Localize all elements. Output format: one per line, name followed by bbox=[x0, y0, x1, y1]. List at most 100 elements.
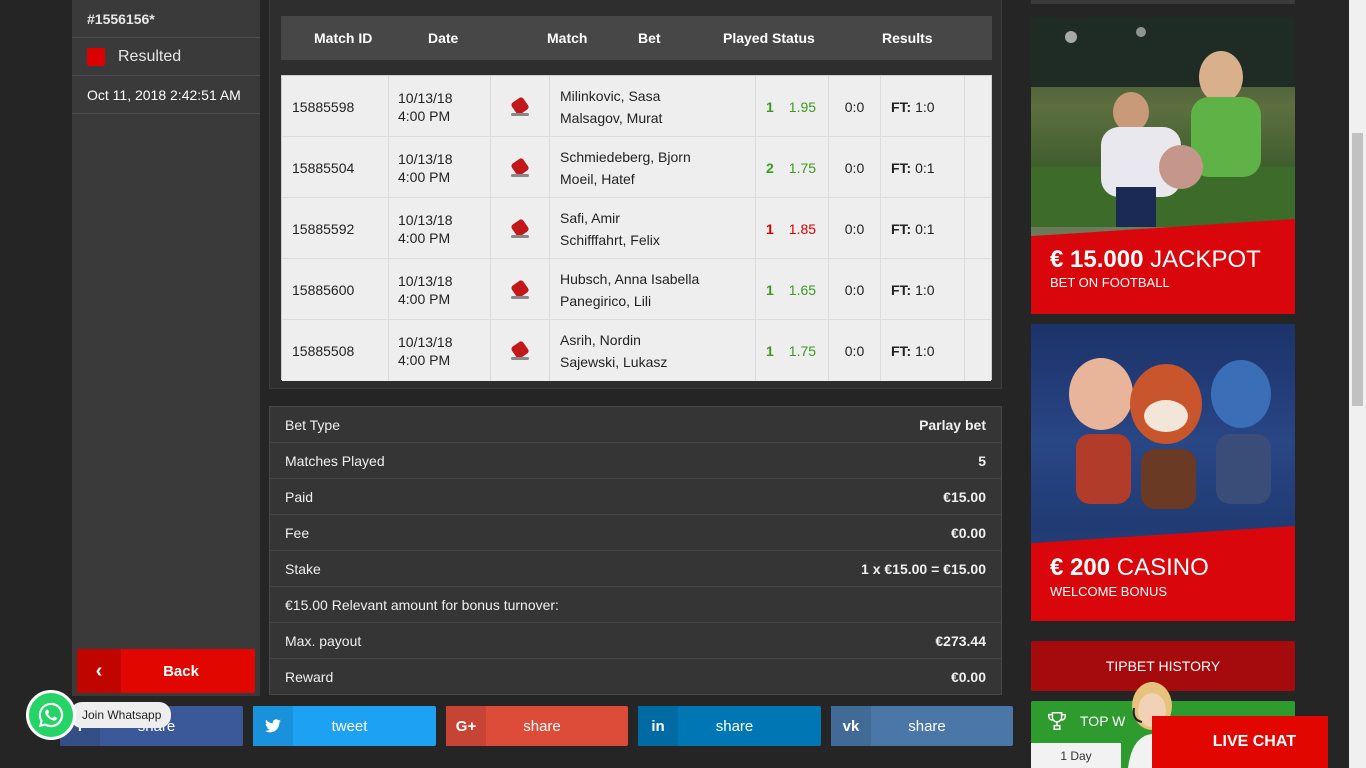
linkedin-share-button[interactable]: in share bbox=[638, 706, 821, 746]
whatsapp-label[interactable]: Join Whatsapp bbox=[70, 702, 172, 728]
summary-value: €0.00 bbox=[950, 669, 986, 685]
match-time-text: 4:00 PM bbox=[398, 290, 451, 307]
tipbet-history-button[interactable]: TIPBET HISTORY bbox=[1031, 641, 1295, 691]
away-player: Malsagov, Murat bbox=[560, 109, 663, 126]
table-tennis-icon bbox=[509, 279, 531, 301]
bet-status: Resulted bbox=[72, 38, 260, 76]
played-status: 0:0 bbox=[829, 259, 881, 320]
table-row[interactable]: 15885504 10/13/18 4:00 PM Schmiedeberg, Bjo… bbox=[282, 137, 991, 198]
match-id: 15885598 bbox=[282, 76, 389, 137]
header-results: Results bbox=[882, 30, 933, 46]
top-winners-title: TOP W bbox=[1080, 713, 1126, 729]
live-chat-button[interactable]: LIVE CHAT bbox=[1152, 716, 1328, 768]
bet-timestamp: Oct 11, 2018 2:42:51 AM bbox=[72, 76, 260, 114]
summary-label: Max. payout bbox=[285, 632, 362, 649]
summary-label: Bet Type bbox=[285, 416, 341, 433]
home-player: Hubsch, Anna Isabella bbox=[560, 270, 700, 287]
matches-panel: Match ID Date Match Bet Played Status Re… bbox=[269, 0, 1002, 389]
row-spacer bbox=[965, 198, 993, 259]
score-value: 0:0 bbox=[844, 98, 865, 115]
casino-subtitle: WELCOME BONUS bbox=[1050, 584, 1168, 599]
linkedin-icon: in bbox=[638, 706, 678, 746]
casino-band bbox=[1031, 526, 1295, 621]
match-id: 15885508 bbox=[282, 320, 389, 381]
header-match-id: Match ID bbox=[314, 30, 373, 46]
match-date-text: 10/13/18 bbox=[398, 150, 453, 167]
header-bet: Bet bbox=[638, 30, 661, 46]
back-button[interactable]: ‹ Back bbox=[77, 649, 255, 693]
match-teams: Hubsch, Anna Isabella Panegirico, Lili bbox=[550, 259, 756, 320]
jackpot-promo-banner[interactable]: € 15.000 JACKPOT BET ON FOOTBALL bbox=[1031, 17, 1295, 314]
table-tennis-icon bbox=[509, 218, 531, 240]
summary-row-fee: Fee €0.00 bbox=[270, 515, 1001, 551]
pick-value: 1 bbox=[766, 342, 774, 359]
table-row[interactable]: 15885598 10/13/18 4:00 PM Milinkovic, Sasa M… bbox=[282, 76, 991, 137]
football-players-image bbox=[1031, 17, 1295, 227]
bet-info-panel: #1556156* Resulted Oct 11, 2018 2:42:51 … bbox=[72, 0, 260, 696]
googleplus-share-button[interactable]: G+ share bbox=[446, 706, 628, 746]
summary-value: 1 x €15.00 = €15.00 bbox=[861, 560, 986, 577]
share-label: share bbox=[523, 717, 561, 735]
played-status: 0:0 bbox=[829, 76, 881, 137]
odds-value: 1.85 bbox=[788, 220, 817, 237]
pick-value: 2 bbox=[766, 159, 774, 176]
summary-value: Parlay bet bbox=[919, 416, 986, 433]
summary-row-matches-played: Matches Played 5 bbox=[270, 443, 1001, 479]
table-row[interactable]: 15885508 10/13/18 4:00 PM Asrih, Nordin Saje… bbox=[282, 320, 991, 381]
top-winners-header: TOP W bbox=[1031, 701, 1295, 741]
ft-score: 0:1 bbox=[915, 220, 935, 237]
away-player: Panegirico, Lili bbox=[560, 292, 652, 309]
bet-pick: 1 1.65 bbox=[756, 259, 829, 320]
page-scrollbar[interactable] bbox=[1349, 0, 1366, 768]
table-tennis-icon bbox=[509, 340, 531, 362]
match-date-text: 10/13/18 bbox=[398, 272, 453, 289]
table-row[interactable]: 15885600 10/13/18 4:00 PM Hubsch, Anna Isab… bbox=[282, 259, 991, 320]
bet-pick: 1 1.75 bbox=[756, 320, 829, 381]
sport-cell bbox=[491, 137, 550, 198]
status-indicator bbox=[87, 47, 105, 66]
header-played-status: Played Status bbox=[723, 30, 815, 46]
vk-share-button[interactable]: vk share bbox=[831, 706, 1013, 746]
sport-cell bbox=[491, 320, 550, 381]
row-spacer bbox=[965, 259, 993, 320]
match-time-text: 4:00 PM bbox=[398, 107, 451, 124]
match-id-text: 15885508 bbox=[292, 342, 355, 359]
matches-table-body: 15885598 10/13/18 4:00 PM Milinkovic, Sasa M… bbox=[281, 75, 992, 381]
whatsapp-widget[interactable]: Join Whatsapp bbox=[26, 690, 172, 740]
casino-characters-image bbox=[1031, 324, 1295, 534]
bet-pick: 1 1.95 bbox=[756, 76, 829, 137]
away-player: Sajewski, Lukasz bbox=[560, 353, 668, 370]
match-time-text: 4:00 PM bbox=[398, 168, 451, 185]
summary-row-paid: Paid €15.00 bbox=[270, 479, 1001, 515]
jackpot-band bbox=[1031, 219, 1295, 314]
row-spacer bbox=[965, 320, 993, 381]
tab-1-day[interactable]: 1 Day bbox=[1031, 743, 1121, 768]
bet-pick: 1 1.85 bbox=[756, 198, 829, 259]
home-player: Milinkovic, Sasa bbox=[560, 87, 661, 104]
home-player: Asrih, Nordin bbox=[560, 331, 641, 348]
scrollbar-thumb[interactable] bbox=[1352, 133, 1363, 406]
table-tennis-icon bbox=[509, 96, 531, 118]
odds-value: 1.65 bbox=[788, 281, 817, 298]
played-status: 0:0 bbox=[829, 320, 881, 381]
table-row[interactable]: 15885592 10/13/18 4:00 PM Safi, Amir Schifff… bbox=[282, 198, 991, 259]
status-label: Resulted bbox=[118, 47, 182, 65]
match-id: 15885504 bbox=[282, 137, 389, 198]
odds-value: 1.75 bbox=[788, 342, 817, 359]
summary-label: Paid bbox=[285, 488, 314, 505]
home-player: Schmiedeberg, Bjorn bbox=[560, 148, 691, 165]
match-teams: Safi, Amir Schifffahrt, Felix bbox=[550, 198, 756, 259]
googleplus-icon: G+ bbox=[446, 706, 486, 746]
match-teams: Schmiedeberg, Bjorn Moeil, Hatef bbox=[550, 137, 756, 198]
sport-cell bbox=[491, 76, 550, 137]
casino-promo-banner[interactable]: € 200 CASINO WELCOME BONUS bbox=[1031, 324, 1295, 621]
bet-pick: 2 1.75 bbox=[756, 137, 829, 198]
pick-value: 1 bbox=[766, 281, 774, 298]
table-tennis-icon bbox=[509, 157, 531, 179]
twitter-share-button[interactable]: tweet bbox=[253, 706, 436, 746]
row-spacer bbox=[965, 76, 993, 137]
ft-label: FT: bbox=[891, 98, 912, 115]
whatsapp-icon[interactable] bbox=[26, 690, 76, 740]
match-date-text: 10/13/18 bbox=[398, 89, 453, 106]
score-value: 0:0 bbox=[844, 220, 865, 237]
